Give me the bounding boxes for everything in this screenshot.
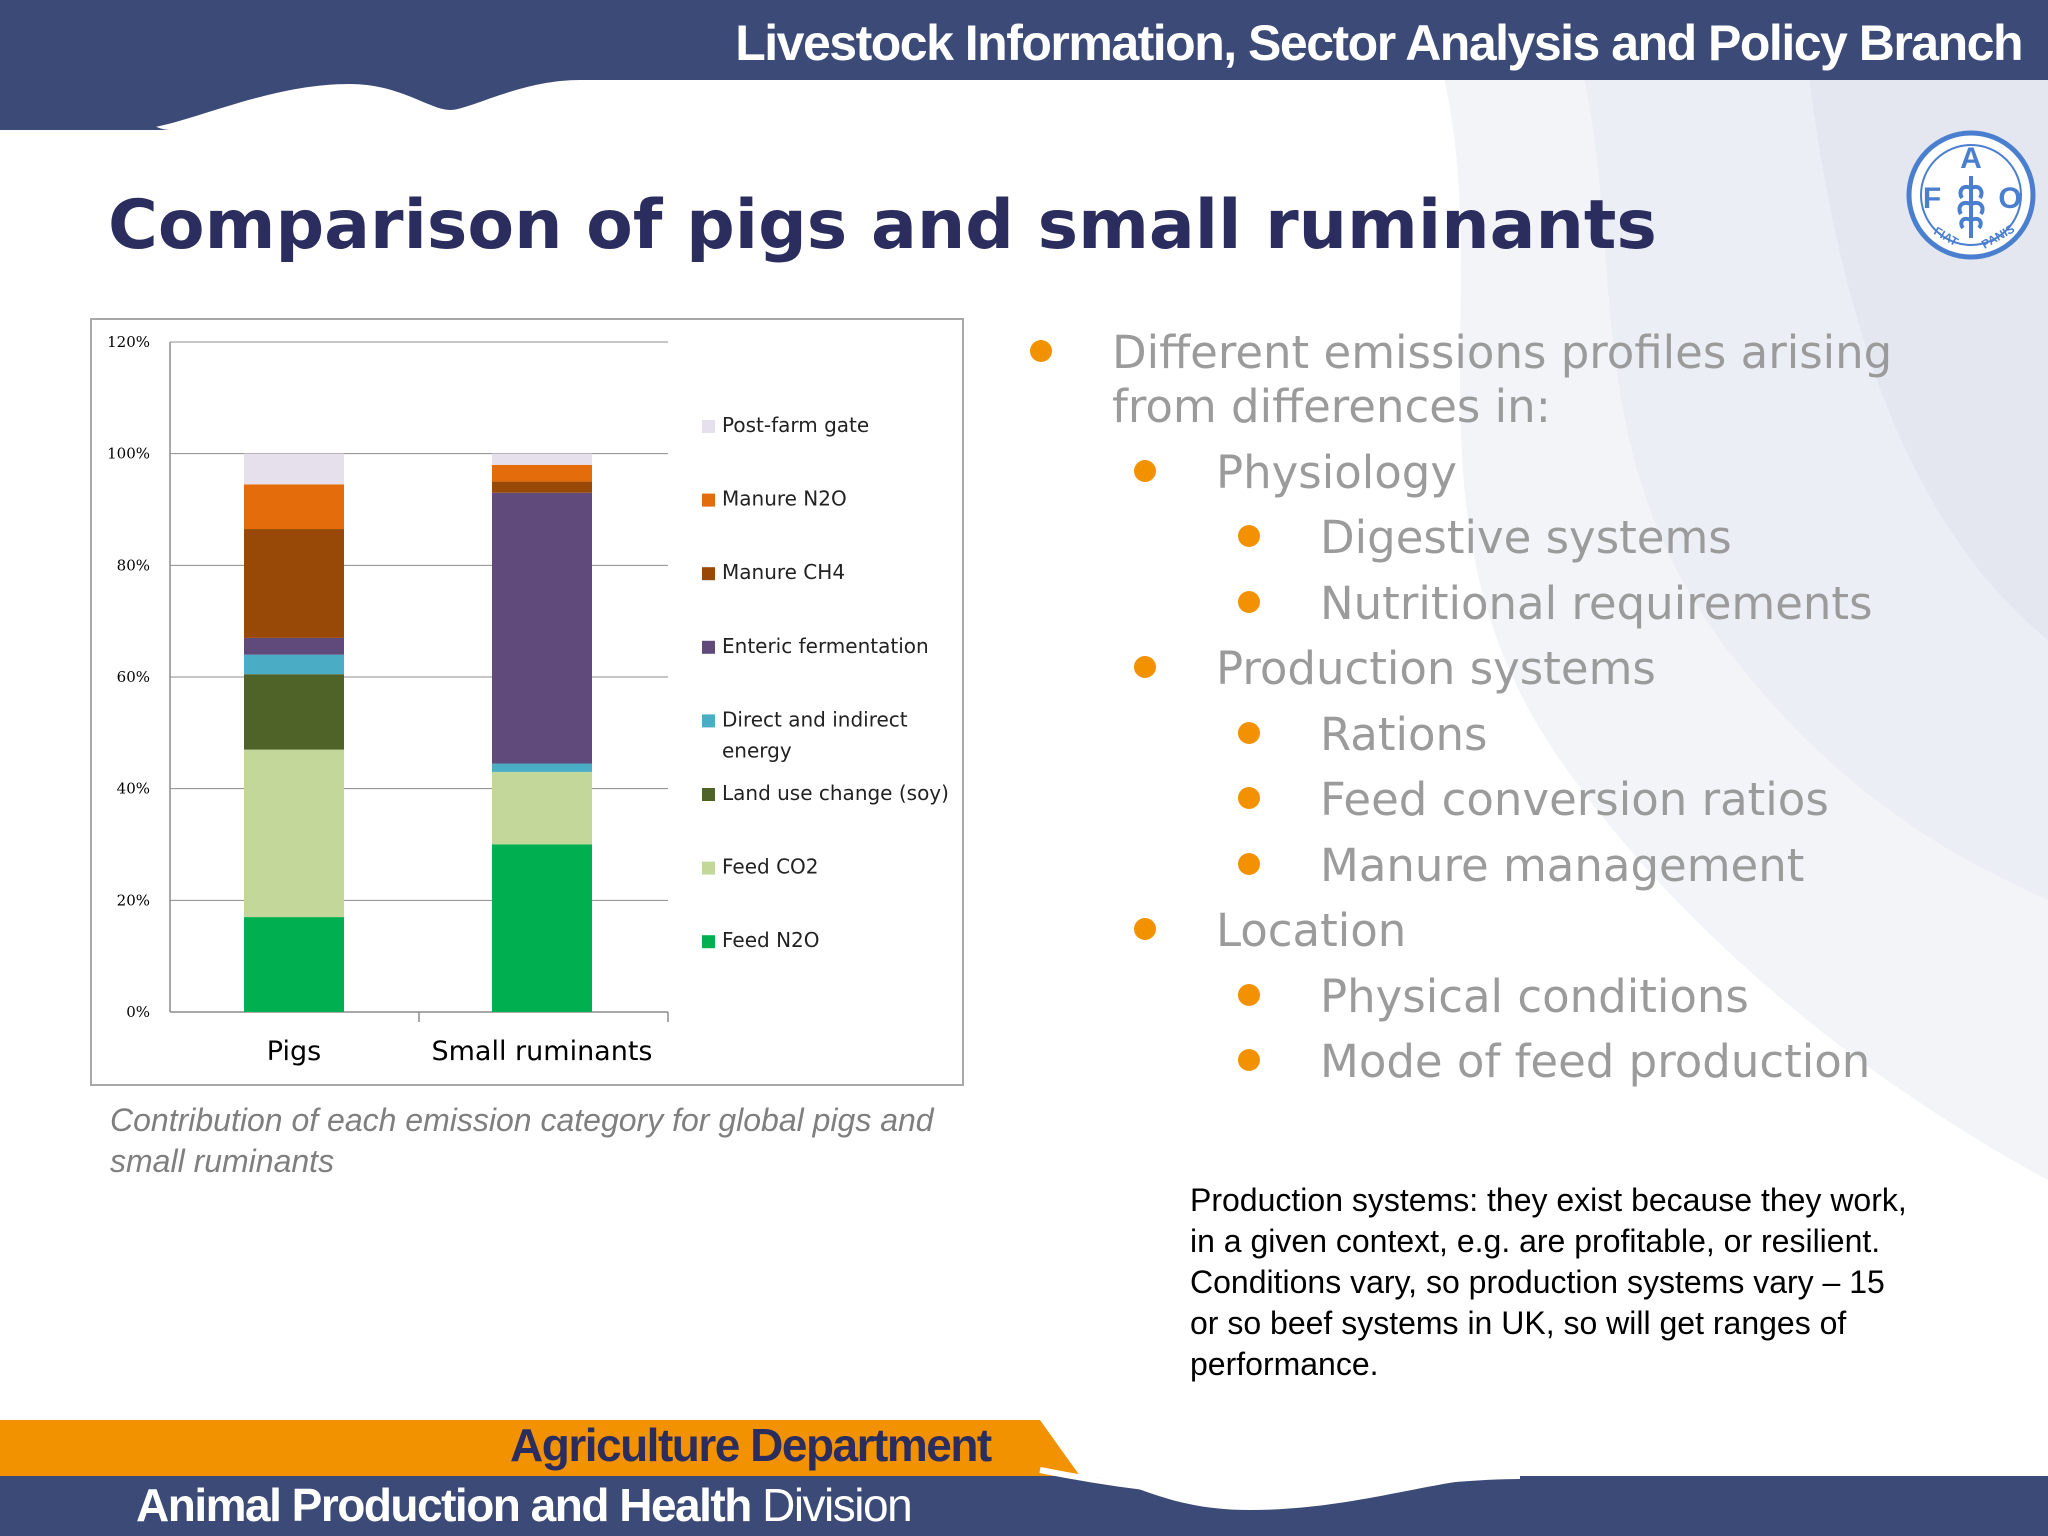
bar-segment	[244, 484, 344, 530]
bullet-dot-icon	[1030, 340, 1052, 362]
svg-text:O: O	[1998, 182, 2021, 215]
chart-panel: 0% 20% 40% 60% 80% 100% 120% Pigs Small ruminant…	[90, 318, 964, 1086]
bullet-text: Production systems	[1216, 642, 1656, 695]
y-tick-label: 100%	[107, 445, 150, 463]
bullet-dot-icon	[1238, 525, 1260, 547]
y-tick-label: 60%	[117, 668, 150, 686]
bar-segment	[244, 453, 344, 485]
legend-swatch	[702, 788, 715, 801]
legend-label: Post-farm gate	[722, 413, 869, 437]
bullet-text: Mode of feed production	[1320, 1035, 1871, 1088]
y-tick-label: 0%	[126, 1003, 150, 1021]
bar-segment	[244, 674, 344, 750]
legend-label: Manure CH4	[722, 560, 845, 584]
bar-segment	[492, 492, 592, 764]
x-category-label: Small ruminants	[431, 1036, 652, 1067]
bar-segment	[244, 637, 344, 655]
bullet-dot-icon	[1134, 459, 1156, 482]
svg-text:A: A	[1960, 142, 1982, 175]
bullet-text: Physical conditions	[1320, 969, 1749, 1023]
bullet-text: Different emissions profiles arising	[1112, 326, 1893, 379]
y-tick-label: 80%	[117, 556, 150, 574]
bullet-text-continued: from differences in:	[1112, 380, 1551, 433]
bullet-dot-icon	[1238, 721, 1260, 744]
bullet-text: Digestive systems	[1320, 511, 1732, 564]
bullet-dot-icon	[1238, 1049, 1260, 1071]
legend-label: Land use change (soy)	[722, 781, 949, 805]
footer-department: Agriculture Department	[510, 1419, 992, 1471]
y-tick-label: 40%	[117, 780, 150, 798]
bullet-dot-icon	[1238, 852, 1260, 875]
legend-swatch	[702, 640, 715, 654]
bullet-text: Physiology	[1216, 445, 1457, 499]
bullet-dot-icon	[1238, 787, 1260, 809]
bullet-text: Location	[1216, 904, 1407, 957]
bullet-text: Nutritional requirements	[1320, 576, 1873, 630]
bar-segment	[492, 481, 592, 493]
legend-label: Enteric fermentation	[722, 634, 929, 658]
bullet-dot-icon	[1238, 590, 1260, 613]
bullet-dot-icon	[1134, 656, 1156, 678]
bullet-text: Manure management	[1320, 838, 1805, 892]
legend-label: Feed CO2	[722, 855, 819, 879]
legend-swatch	[702, 420, 715, 433]
bar-segment	[492, 844, 592, 1012]
legend-swatch	[702, 861, 715, 875]
y-tick-label: 120%	[107, 333, 150, 351]
header-title: Livestock Information, Sector Analysis a…	[735, 15, 2023, 71]
bullet-dot-icon	[1238, 983, 1260, 1006]
chart-caption: Contribution of each emission category f…	[110, 1102, 934, 1179]
bar-segment	[492, 771, 592, 845]
legend-swatch	[702, 935, 715, 949]
bar-segment	[244, 917, 344, 1012]
x-category-label: Pigs	[267, 1036, 321, 1067]
bar-segment	[244, 749, 344, 918]
footer-division: Animal Production and Health Division	[136, 1478, 913, 1532]
footer-division-bold: Animal Production and Health	[136, 1479, 752, 1531]
bullet-text: Feed conversion ratios	[1320, 773, 1829, 826]
legend-swatch	[702, 714, 715, 728]
legend-swatch	[702, 567, 715, 581]
footer-division-light: Division	[762, 1479, 913, 1531]
legend-label: energy	[722, 738, 792, 762]
bar-segment	[492, 453, 592, 465]
legend-swatch	[702, 493, 715, 507]
bar-segment	[244, 654, 344, 675]
bullet-dot-icon	[1134, 918, 1156, 940]
fao-logo-icon: A F O FIAT PANIS	[1906, 130, 2036, 260]
speaker-notes: Production systems: they exist because t…	[1190, 1182, 1907, 1382]
y-tick-label: 20%	[117, 891, 150, 909]
bar-segment	[244, 529, 344, 638]
bullet-text: Rations	[1320, 707, 1488, 761]
bar-segment	[492, 464, 592, 482]
slide-title: Comparison of pigs and small ruminants	[108, 186, 1657, 265]
stacked-bar-chart: 0% 20% 40% 60% 80% 100% 120% Pigs Small ruminant…	[107, 333, 949, 1067]
legend-label: Feed N2O	[722, 928, 820, 952]
bar-segment	[492, 763, 592, 772]
svg-text:F: F	[1923, 182, 1941, 215]
legend-label: Direct and indirect	[722, 707, 908, 731]
legend-label: Manure N2O	[722, 487, 847, 511]
